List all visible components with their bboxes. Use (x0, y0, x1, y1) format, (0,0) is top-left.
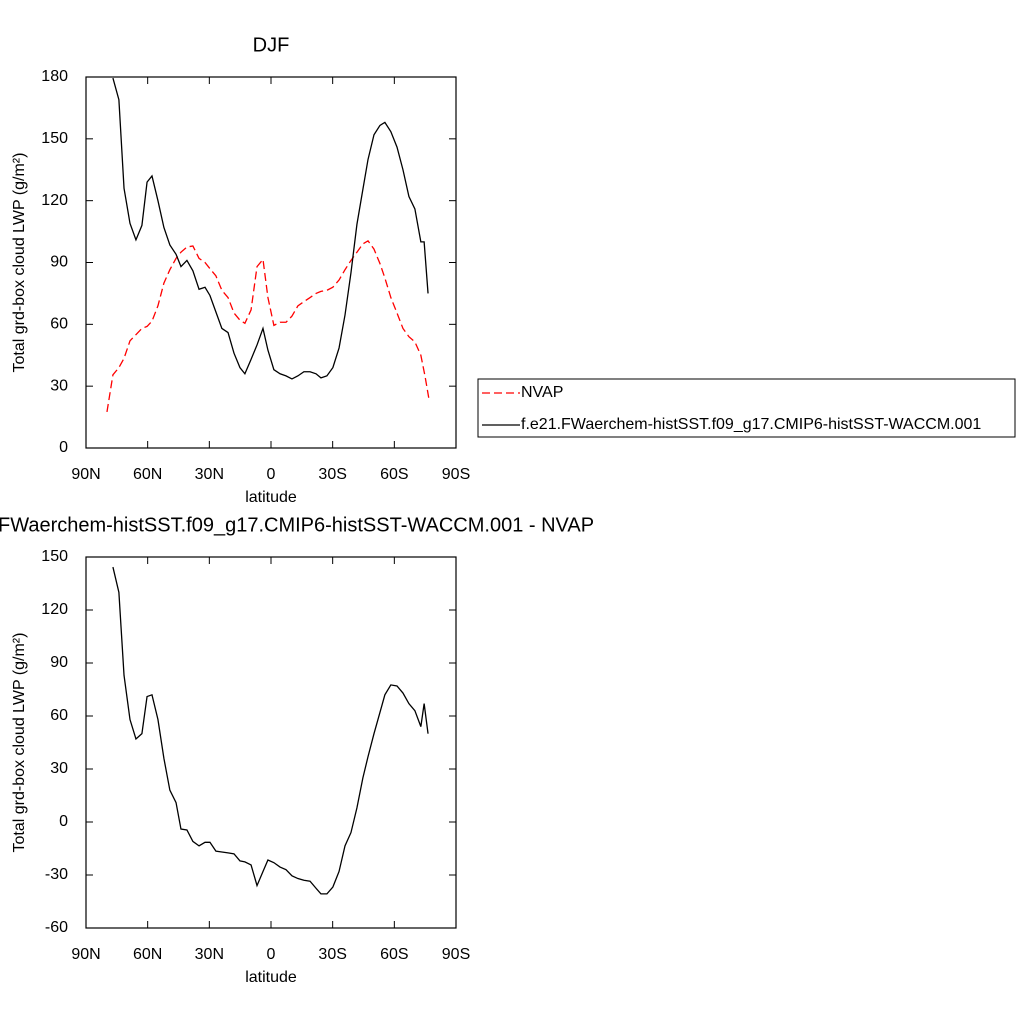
x-tick-label: 90N (71, 946, 100, 963)
x-tick-label: 90N (71, 466, 100, 483)
y-tick-label: 120 (41, 192, 68, 209)
y-tick-label: 0 (59, 813, 68, 830)
x-tick-label: 30N (195, 466, 224, 483)
x-tick-label: 60N (133, 466, 162, 483)
x-tick-label: 60S (380, 946, 408, 963)
x-tick-label: 60S (380, 466, 408, 483)
x-tick-label: 30N (195, 946, 224, 963)
x-tick-label: 60N (133, 946, 162, 963)
plot-frame (85, 556, 457, 929)
legend-label: f.e21.FWaerchem-histSST.f09_g17.CMIP6-hi… (521, 416, 981, 433)
chart-title: DJF (253, 34, 290, 56)
y-tick-label: 90 (50, 654, 68, 671)
x-tick-label: 90S (442, 946, 470, 963)
y-tick-label: 150 (41, 130, 68, 147)
data-line (106, 239, 430, 413)
y-tick-label: 0 (59, 439, 68, 456)
legend-label: NVAP (521, 384, 563, 401)
data-line (112, 77, 429, 380)
x-tick-label: 0 (267, 466, 276, 483)
chart-title: f.e21.FWaerchem-histSST.f09_g17.CMIP6-hi… (0, 514, 594, 536)
data-line (112, 566, 429, 895)
y-tick-label: 180 (41, 68, 68, 85)
legend-box (477, 378, 1016, 438)
x-tick-label: 0 (267, 946, 276, 963)
y-axis-label: Total grd-box cloud LWP (g/m²) (11, 153, 28, 373)
y-tick-label: 90 (50, 254, 68, 271)
y-tick-label: 60 (50, 316, 68, 333)
x-tick-label: 30S (318, 466, 346, 483)
y-tick-label: 60 (50, 707, 68, 724)
x-axis-label: latitude (245, 489, 297, 506)
y-tick-label: -30 (45, 866, 68, 883)
plot-frame (85, 76, 457, 449)
y-axis-label: Total grd-box cloud LWP (g/m²) (11, 633, 28, 853)
x-tick-label: 90S (442, 466, 470, 483)
y-tick-label: 120 (41, 601, 68, 618)
y-tick-label: 150 (41, 548, 68, 565)
y-tick-label: -60 (45, 919, 68, 936)
x-axis-label: latitude (245, 969, 297, 986)
x-tick-label: 30S (318, 946, 346, 963)
y-tick-label: 30 (50, 377, 68, 394)
y-tick-label: 30 (50, 760, 68, 777)
